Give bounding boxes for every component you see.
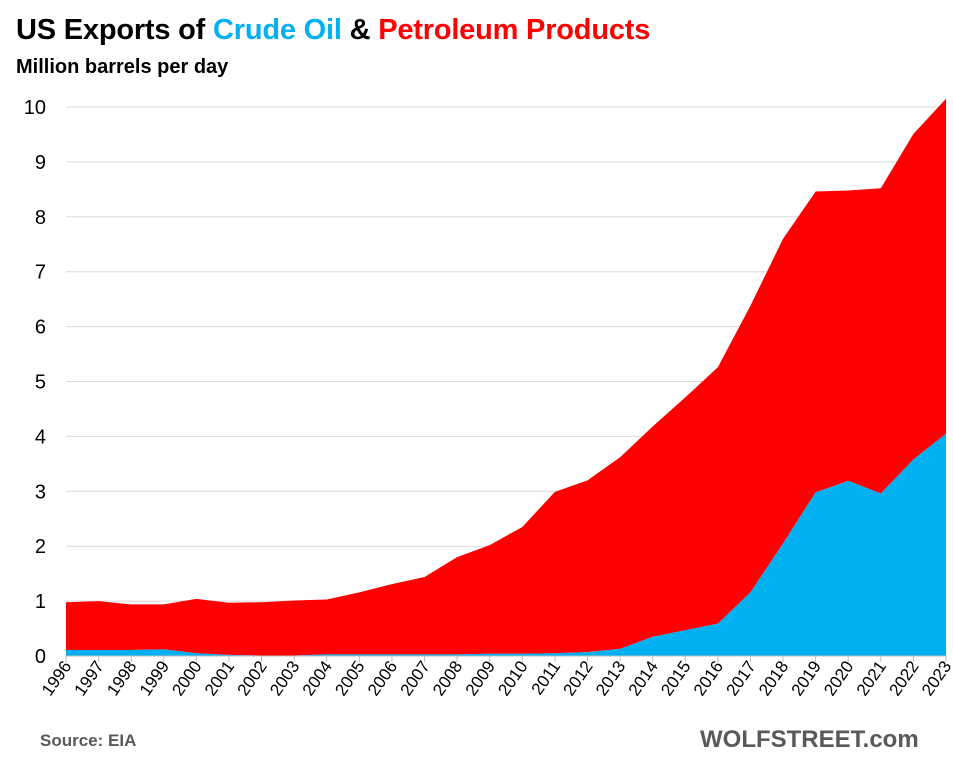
x-tick-label-2001: 2001 xyxy=(201,657,238,699)
x-tick-label-2009: 2009 xyxy=(462,657,499,699)
x-tick-label-2005: 2005 xyxy=(331,657,368,699)
x-tick-label-1997: 1997 xyxy=(71,657,108,699)
y-tick-label-3: 3 xyxy=(35,481,46,503)
x-tick-label-2000: 2000 xyxy=(168,657,205,699)
area-crude-oil xyxy=(66,433,946,656)
x-tick-label-2021: 2021 xyxy=(853,657,890,699)
brand-logo: WOLFSTREET.com xyxy=(700,726,919,753)
y-tick-label-9: 9 xyxy=(35,152,46,174)
x-tick-label-2006: 2006 xyxy=(364,657,401,699)
x-tick-label-2004: 2004 xyxy=(299,657,336,699)
x-tick-label-2023: 2023 xyxy=(918,657,953,699)
x-tick-label-2019: 2019 xyxy=(788,657,825,699)
area-petroleum-products xyxy=(66,98,946,656)
x-tick-label-2018: 2018 xyxy=(755,657,792,699)
x-tick-label-2008: 2008 xyxy=(429,657,466,699)
plot-areas xyxy=(66,98,946,656)
x-tick-label-2010: 2010 xyxy=(494,657,531,699)
y-tick-label-1: 1 xyxy=(35,591,46,613)
y-tick-label-4: 4 xyxy=(35,426,46,448)
x-tick-label-2014: 2014 xyxy=(625,657,662,699)
title-petroleum-products: Petroleum Products xyxy=(378,14,651,46)
title-prefix: US Exports of xyxy=(16,14,213,46)
x-axis: 1996199719981999200020012002200320042005… xyxy=(38,655,953,699)
x-tick-label-2015: 2015 xyxy=(657,657,694,699)
x-tick-label-2007: 2007 xyxy=(397,657,434,699)
y-tick-label-7: 7 xyxy=(35,262,46,284)
y-tick-label-10: 10 xyxy=(24,97,46,119)
x-tick-label-2013: 2013 xyxy=(592,657,629,699)
x-tick-label-2022: 2022 xyxy=(885,657,922,699)
y-tick-label-0: 0 xyxy=(35,646,46,668)
x-tick-label-2003: 2003 xyxy=(266,657,303,699)
chart-subtitle: Million barrels per day xyxy=(16,56,229,78)
x-tick-label-2017: 2017 xyxy=(722,657,759,699)
y-tick-label-5: 5 xyxy=(35,372,46,394)
y-axis: 0 1 2 3 4 5 6 7 8 9 10 xyxy=(24,97,46,668)
x-tick-label-1998: 1998 xyxy=(103,657,140,699)
y-tick-label-8: 8 xyxy=(35,207,46,229)
chart-title: US Exports of Crude Oil & Petroleum Prod… xyxy=(16,14,650,47)
x-tick-label-2011: 2011 xyxy=(528,657,565,698)
y-tick-label-6: 6 xyxy=(35,317,46,339)
x-tick-label-2012: 2012 xyxy=(559,657,596,699)
title-ampersand: & xyxy=(341,14,379,46)
source-note: Source: EIA xyxy=(40,731,137,750)
x-tick-label-2016: 2016 xyxy=(690,657,727,699)
x-tick-label-1999: 1999 xyxy=(136,657,173,699)
y-tick-label-2: 2 xyxy=(35,536,46,558)
x-tick-label-2002: 2002 xyxy=(234,657,271,699)
x-tick-label-2020: 2020 xyxy=(820,657,857,699)
title-crude-oil: Crude Oil xyxy=(213,14,342,46)
